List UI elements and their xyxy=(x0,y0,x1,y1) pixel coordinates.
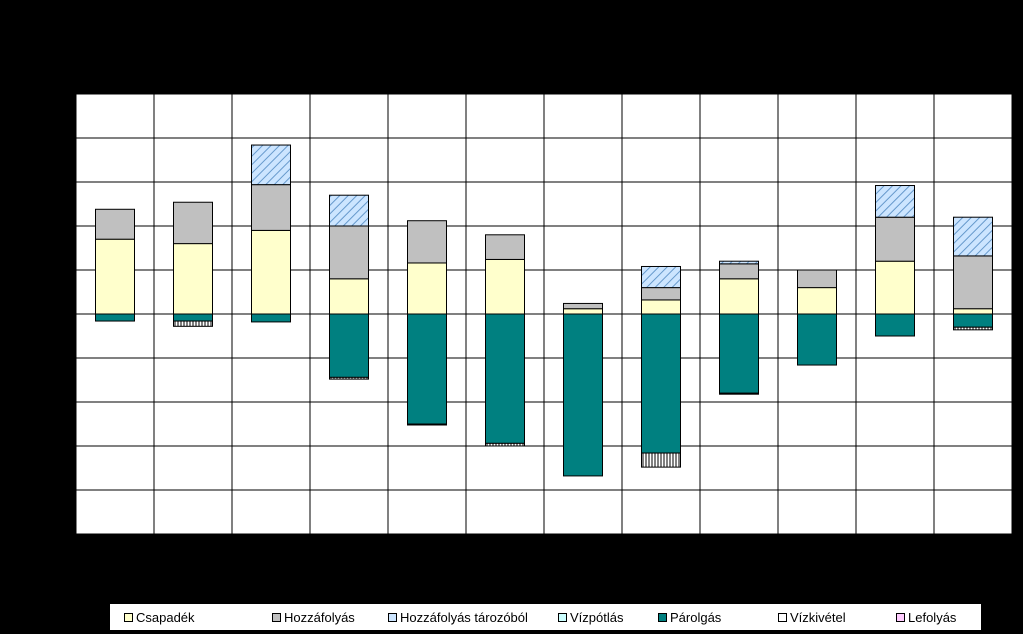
legend-swatch xyxy=(388,612,397,622)
bar-segment xyxy=(329,225,369,280)
bar-segment xyxy=(719,260,759,265)
bar-segment xyxy=(407,423,447,426)
bar-segment xyxy=(953,255,993,310)
bar-segment xyxy=(875,216,915,262)
bar-segment xyxy=(875,185,915,218)
bar-segment xyxy=(95,313,135,322)
legend-label: Párolgás xyxy=(670,609,722,625)
bar-segment xyxy=(641,265,681,289)
legend-swatch xyxy=(124,612,133,622)
bar-segment xyxy=(797,313,837,366)
legend-label: Hozzáfolyás tározóból xyxy=(400,609,528,625)
bar-segment xyxy=(485,442,525,447)
gridlines xyxy=(76,94,1012,534)
bar-segment xyxy=(797,269,837,289)
bar-segment xyxy=(875,260,915,315)
bar-segment xyxy=(329,278,369,315)
legend-swatch xyxy=(896,612,905,622)
legend-swatch xyxy=(778,612,787,622)
legend-item: Párolgás xyxy=(658,610,778,625)
bar-segment xyxy=(953,313,993,328)
bar-segment xyxy=(407,220,447,264)
bar-segment xyxy=(953,326,993,331)
bar-segment xyxy=(407,313,447,425)
chart xyxy=(75,93,1013,535)
bar-segment xyxy=(563,302,603,310)
bar-segment xyxy=(719,278,759,315)
bar-segment xyxy=(563,313,603,477)
legend-swatch xyxy=(658,612,667,622)
legend-item: Vízkivétel xyxy=(778,610,896,625)
bar-segment xyxy=(719,313,759,394)
legend: Csapadék Hozzáfolyás Hozzáfolyás tározóból… xyxy=(110,604,981,630)
bar-segment xyxy=(173,313,213,322)
bar-segment xyxy=(251,184,291,231)
bar-segment xyxy=(95,208,135,240)
bar-segment xyxy=(641,452,681,468)
bar-segment xyxy=(173,320,213,327)
legend-item: Hozzáfolyás tározóból xyxy=(388,610,558,625)
legend-label: Csapadék xyxy=(136,609,195,625)
legend-item: Vízpótlás xyxy=(558,610,658,625)
bar-segment xyxy=(641,299,681,315)
bar-segment xyxy=(641,287,681,301)
bar-segment xyxy=(485,313,525,444)
legend-label: Hozzáfolyás xyxy=(284,609,355,625)
bar-segment xyxy=(719,263,759,280)
bar-segment xyxy=(485,234,525,260)
bar-segment xyxy=(875,313,915,337)
legend-label: Vízkivétel xyxy=(790,609,846,625)
legend-label: Lefolyás xyxy=(908,609,957,625)
bar-segment xyxy=(407,262,447,315)
bar-segment xyxy=(95,238,135,315)
bar-segment xyxy=(173,243,213,315)
bar-segment xyxy=(641,313,681,454)
bar-segment xyxy=(329,313,369,378)
bar-segment xyxy=(251,144,291,186)
bar-segment xyxy=(953,308,993,315)
bar-segment xyxy=(485,258,525,315)
bar-segment xyxy=(719,392,759,395)
legend-swatch xyxy=(272,612,281,622)
legend-swatch xyxy=(558,612,567,622)
bar-segment xyxy=(251,313,291,323)
bars xyxy=(95,144,993,477)
bar-segment xyxy=(251,229,291,315)
bar-segment xyxy=(797,287,837,315)
bar-segment xyxy=(329,194,369,227)
legend-item: Lefolyás xyxy=(896,610,976,625)
bar-segment xyxy=(329,376,369,380)
legend-item: Hozzáfolyás xyxy=(272,610,388,625)
bar-segment xyxy=(563,308,603,315)
bar-segment xyxy=(173,201,213,245)
legend-item: Csapadék xyxy=(124,610,272,625)
bar-segment xyxy=(953,216,993,257)
legend-label: Vízpótlás xyxy=(570,609,624,625)
